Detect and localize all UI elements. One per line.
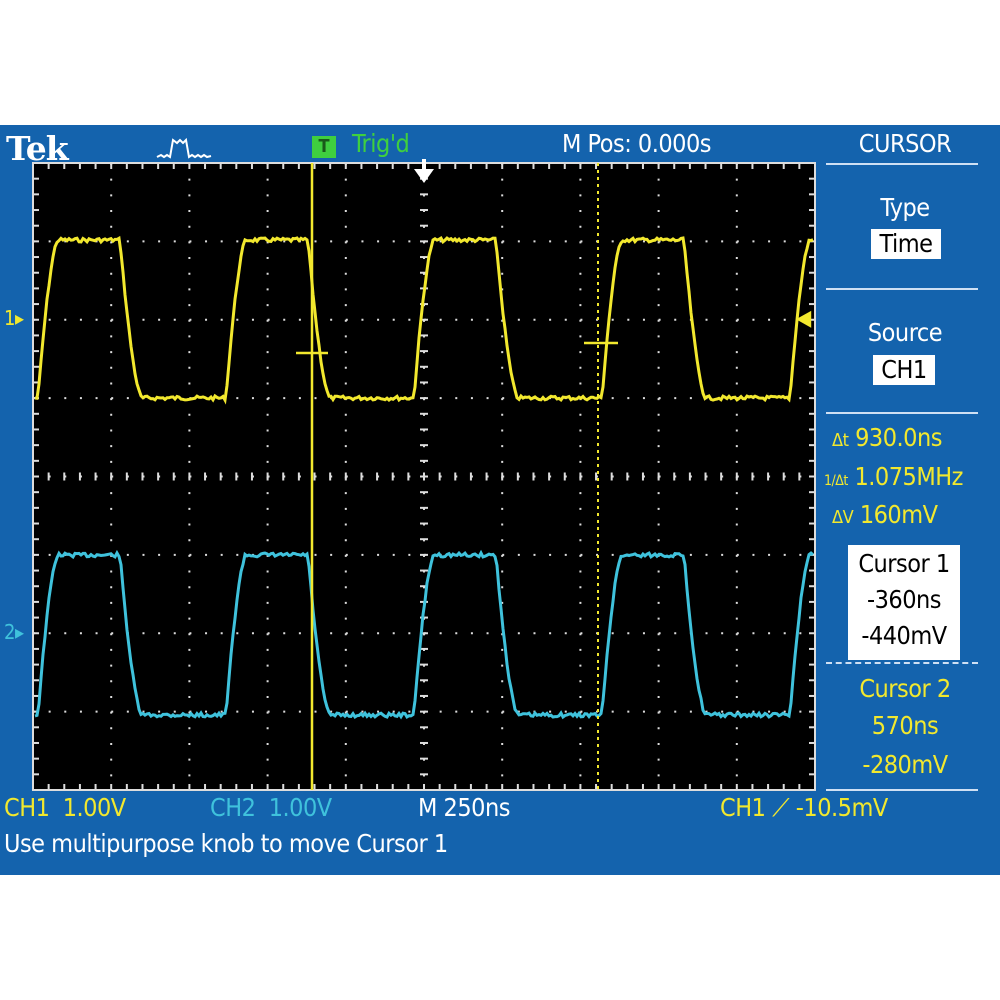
divider bbox=[826, 412, 978, 414]
delta-t-readout: Δt 930.0ns bbox=[832, 425, 942, 450]
type-label: Type bbox=[880, 193, 930, 222]
horizontal-position: M Pos: 0.000s bbox=[562, 129, 712, 158]
divider bbox=[826, 789, 978, 791]
trigger-status-icon: T bbox=[312, 136, 336, 158]
cursor1-selected-panel[interactable]: Cursor 1 -360ns -440mV bbox=[848, 545, 960, 660]
trigger-position-arrow-stem bbox=[422, 159, 426, 171]
cursor2-voltage: -280mV bbox=[862, 750, 948, 779]
rising-edge-icon: ⟋ bbox=[772, 793, 790, 822]
ch1-waveform bbox=[34, 235, 814, 405]
delta-t-icon: Δt bbox=[832, 430, 849, 451]
ch1-scale: CH1 1.00V bbox=[4, 795, 126, 820]
trigger-readout: CH1 ⟋ -10.5mV bbox=[720, 795, 888, 820]
divider bbox=[826, 288, 978, 290]
ch2-scale: CH2 1.00V bbox=[210, 795, 332, 820]
inverse-delta-t-icon: 1/Δt bbox=[824, 473, 848, 489]
source-label: Source bbox=[867, 318, 943, 347]
tek-logo: Tek bbox=[6, 129, 69, 168]
delta-t-value: 930.0ns bbox=[855, 423, 942, 452]
cursor1-voltage: -440mV bbox=[861, 621, 947, 650]
type-value: Time bbox=[871, 229, 941, 259]
menu-title: CURSOR bbox=[858, 129, 952, 158]
status-message: Use multipurpose knob to move Cursor 1 bbox=[4, 829, 448, 858]
ch2-marker: 2▸ bbox=[4, 620, 24, 644]
ch1-label: CH1 bbox=[4, 793, 50, 822]
divider bbox=[826, 662, 978, 664]
cursor1-label: Cursor 1 bbox=[858, 549, 950, 578]
ch1-marker-label: 1 bbox=[4, 306, 15, 330]
acquisition-waveform-icon bbox=[156, 137, 212, 159]
delta-v-readout: ΔV 160mV bbox=[832, 502, 938, 527]
trigger-source: CH1 bbox=[720, 793, 766, 822]
frequency-value: 1.075MHz bbox=[854, 462, 963, 491]
delta-v-icon: ΔV bbox=[832, 507, 854, 528]
oscilloscope-screen: Tek T Trig'd M Pos: 0.000s 1▸ 2▸ ◀ CURSO… bbox=[0, 125, 1000, 875]
cursor1-time: -360ns bbox=[866, 585, 942, 614]
ch2-waveform bbox=[34, 549, 814, 720]
inverse-delta-t-readout: 1/Δt 1.075MHz bbox=[824, 464, 963, 489]
cursor2-time: 570ns bbox=[871, 711, 939, 740]
trigger-level-arrow-icon: ◀ bbox=[796, 306, 811, 331]
delta-v-value: 160mV bbox=[859, 500, 938, 529]
ch2-marker-label: 2 bbox=[4, 620, 15, 644]
trigger-level: -10.5mV bbox=[795, 793, 888, 822]
divider bbox=[826, 163, 978, 165]
ch2-label: CH2 bbox=[210, 793, 256, 822]
ch1-marker: 1▸ bbox=[4, 306, 24, 330]
cursor2-label[interactable]: Cursor 2 bbox=[859, 674, 951, 703]
ch2-scale-value: 1.00V bbox=[268, 793, 332, 822]
timebase: M 250ns bbox=[418, 793, 510, 822]
trigger-status: Trig'd bbox=[352, 129, 410, 158]
waveform-display bbox=[32, 159, 816, 791]
trigger-position-arrow-icon bbox=[414, 169, 434, 183]
source-value: CH1 bbox=[873, 355, 935, 385]
ch1-scale-value: 1.00V bbox=[62, 793, 126, 822]
